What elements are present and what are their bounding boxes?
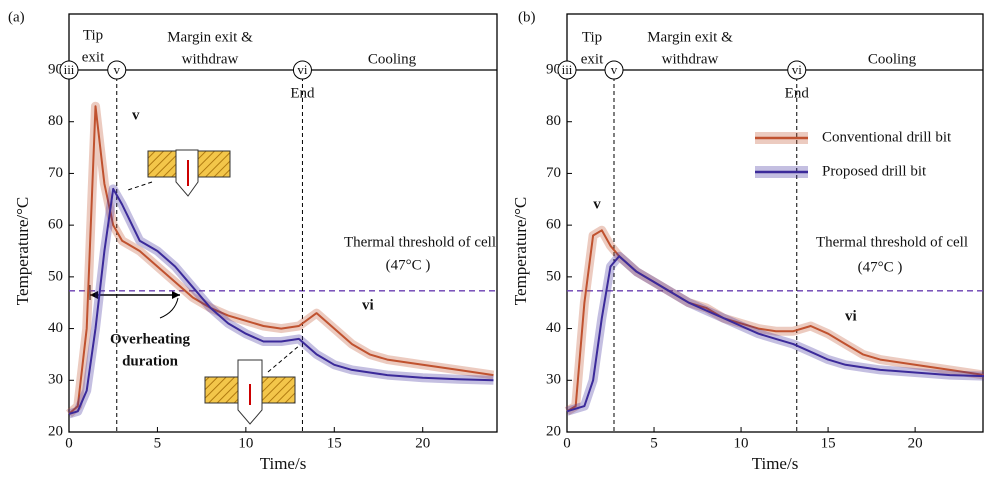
- y-tick-label: 60: [546, 217, 561, 233]
- y-tick-label: 70: [546, 165, 561, 181]
- y-tick-label: 50: [546, 268, 561, 284]
- y-tick-label: 70: [48, 165, 63, 181]
- x-tick-label: 10: [238, 435, 253, 451]
- phase-marker: [787, 60, 807, 80]
- phase-marker: [59, 60, 79, 80]
- phase-marker: [107, 60, 127, 80]
- annotation: v: [132, 107, 140, 123]
- y-tick-label: 80: [546, 113, 561, 129]
- phase-marker-label: vi: [297, 62, 308, 77]
- annotation: exit: [581, 51, 604, 67]
- x-tick-label: 5: [650, 435, 658, 451]
- legend-label: Proposed drill bit: [822, 163, 927, 179]
- annotation: vi: [362, 297, 374, 313]
- inset-bottom: [204, 344, 301, 425]
- series-line: [566, 229, 984, 413]
- plot-frame: [566, 13, 984, 433]
- annotation: withdraw: [662, 51, 719, 67]
- annotation: duration: [122, 353, 179, 369]
- series-line: [68, 187, 494, 415]
- annotation: (a): [8, 9, 25, 25]
- x-tick-label: 10: [734, 435, 749, 451]
- phase-marker-label: iii: [64, 62, 75, 77]
- annotation: Thermal threshold of cell: [816, 234, 968, 250]
- annotation: Cooling: [368, 51, 417, 67]
- inset-top: [127, 149, 231, 197]
- phase-marker: [557, 60, 577, 80]
- series-line: [566, 255, 984, 413]
- phase-marker-label: v: [114, 62, 121, 77]
- y-tick-label: 40: [48, 320, 63, 336]
- phase-note: End: [290, 85, 315, 101]
- y-tick-label: 20: [546, 423, 561, 439]
- annotation: Margin exit &: [647, 29, 733, 45]
- y-tick-label: 90: [546, 61, 561, 77]
- overheating-arrow: [89, 285, 180, 319]
- annotation: Overheating: [110, 331, 190, 347]
- y-tick-label: 30: [48, 372, 63, 388]
- annotation: Cooling: [868, 51, 917, 67]
- phase-note: End: [785, 85, 810, 101]
- annotation: Tip: [582, 29, 602, 45]
- annotation: withdraw: [182, 51, 239, 67]
- x-tick-label: 5: [154, 435, 162, 451]
- annotation: Tip: [83, 27, 103, 43]
- x-axis-label: Time/s: [752, 454, 799, 473]
- y-tick-label: 20: [48, 423, 63, 439]
- annotation: Thermal threshold of cell: [344, 234, 496, 250]
- x-tick-label: 0: [563, 435, 571, 451]
- x-tick-label: 15: [821, 435, 836, 451]
- x-tick-label: 15: [327, 435, 342, 451]
- annotation: exit: [82, 49, 105, 65]
- series-band: [564, 225, 984, 416]
- y-tick-label: 30: [546, 372, 561, 388]
- legend-label: Conventional drill bit: [822, 129, 952, 145]
- y-tick-label: 40: [546, 320, 561, 336]
- y-tick-label: 90: [48, 61, 63, 77]
- annotation: (47°C ): [386, 257, 431, 273]
- annotation: Margin exit &: [167, 29, 253, 45]
- plot-frame: [68, 13, 498, 433]
- phase-marker: [292, 60, 312, 80]
- y-tick-label: 50: [48, 268, 63, 284]
- annotation: vi: [845, 308, 857, 324]
- phase-marker-label: v: [611, 62, 618, 77]
- annotation: (b): [518, 9, 536, 25]
- x-axis-label: Time/s: [260, 454, 307, 473]
- phase-marker-label: vi: [792, 62, 803, 77]
- x-tick-label: 0: [65, 435, 73, 451]
- annotation: v: [593, 196, 601, 212]
- annotation: (47°C ): [858, 259, 903, 275]
- x-tick-label: 20: [415, 435, 430, 451]
- phase-marker-label: iii: [562, 62, 573, 77]
- y-tick-label: 60: [48, 217, 63, 233]
- phase-marker: [604, 60, 624, 80]
- y-tick-label: 80: [48, 113, 63, 129]
- x-tick-label: 20: [908, 435, 923, 451]
- series-line: [68, 105, 494, 415]
- y-axis-label: Temperature/°C: [511, 197, 530, 306]
- y-axis-label: Temperature/°C: [13, 197, 32, 306]
